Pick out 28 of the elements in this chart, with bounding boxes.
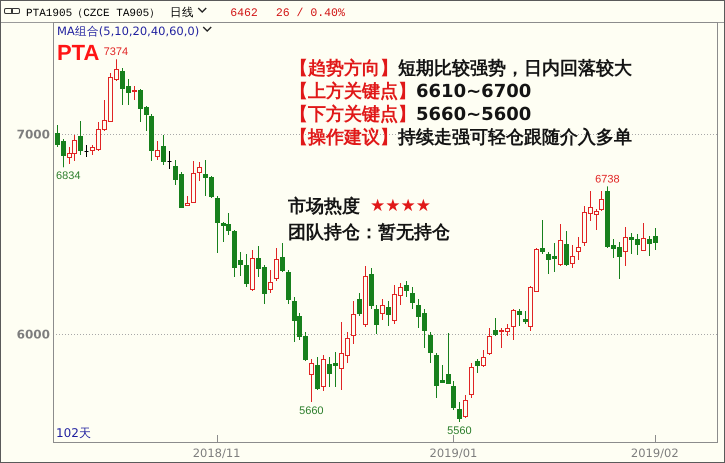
annotation: 日线 xyxy=(170,7,194,20)
annotation: PTA1905（CZCE TA905） xyxy=(26,8,160,20)
annotation: 5660~5600 xyxy=(416,104,532,125)
data-label: 6738 xyxy=(595,173,620,186)
annotation: MA组合(5,10,20,40,60,0) xyxy=(57,24,200,38)
annotation: 【下方关键点】 xyxy=(290,104,416,125)
annotation: 持续走强可轻仓跟随介入多单 xyxy=(398,127,632,148)
x-tick-label: 2019/01 xyxy=(430,446,478,460)
y-tick-label: 6000 xyxy=(16,328,50,342)
annotation: 【趋势方向】 xyxy=(290,58,398,79)
data-label: 6834 xyxy=(56,170,80,182)
x-tick-label: 2019/02 xyxy=(630,446,679,460)
y-tick-label: 7000 xyxy=(16,128,50,142)
annotation: 6610~6700 xyxy=(416,81,532,102)
annotation: 【上方关键点】 xyxy=(290,81,416,102)
x-tick-label: 2018/11 xyxy=(192,446,240,460)
data-label: 5660 xyxy=(299,405,324,417)
annotation: 市场热度 xyxy=(288,196,360,217)
annotation: 【操作建议】 xyxy=(290,127,398,148)
annotation: ★★★★ xyxy=(370,196,431,216)
title: PTA xyxy=(57,40,100,65)
annotation: 102天 xyxy=(56,426,91,440)
annotation: 短期比较强势，日内回落较大 xyxy=(398,58,632,79)
data-label: 5560 xyxy=(447,425,472,437)
annotation: 26 / 0.40% xyxy=(276,7,345,20)
annotation: 团队持仓：暂无持仓 xyxy=(288,222,450,243)
data-label: 7374 xyxy=(104,46,128,58)
annotation: 6462 xyxy=(230,7,258,20)
